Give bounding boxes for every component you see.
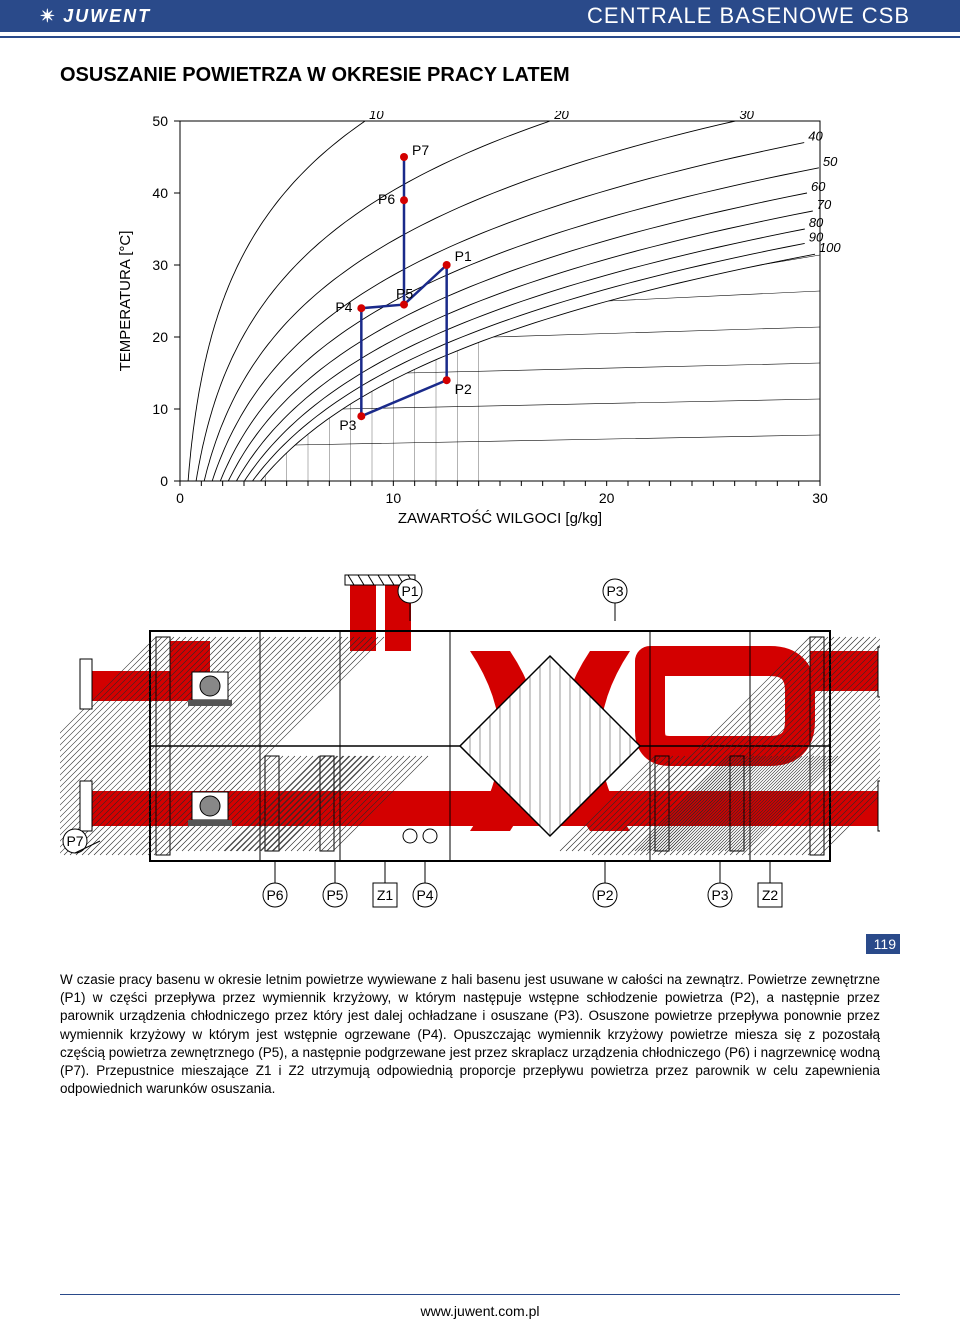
svg-text:P1: P1 [455, 248, 472, 264]
svg-text:30: 30 [152, 257, 168, 273]
svg-text:P2: P2 [455, 381, 472, 397]
svg-text:20: 20 [152, 329, 168, 345]
logo-swirl-icon: ✴ [40, 6, 57, 27]
svg-text:0: 0 [176, 490, 184, 506]
section-title: OSUSZANIE POWIETRZA W OKRESIE PRACY LATE… [60, 64, 900, 87]
svg-text:10: 10 [386, 490, 402, 506]
page-number-badge: 119 [866, 934, 900, 954]
svg-text:P7: P7 [66, 833, 83, 849]
svg-text:20: 20 [599, 490, 615, 506]
svg-text:40: 40 [152, 185, 168, 201]
svg-text:P4: P4 [335, 299, 352, 315]
svg-text:40: 40 [808, 129, 823, 144]
svg-text:100: 100 [819, 240, 841, 255]
svg-text:P2: P2 [596, 887, 613, 903]
svg-text:10: 10 [369, 111, 384, 122]
logo-text: JUWENT [63, 6, 151, 27]
svg-text:ZAWARTOŚĆ WILGOCI [g/kg]: ZAWARTOŚĆ WILGOCI [g/kg] [398, 509, 602, 527]
svg-text:50: 50 [823, 154, 838, 169]
svg-text:50: 50 [152, 113, 168, 129]
svg-text:Z2: Z2 [762, 887, 779, 903]
psychrometric-chart: 010203040500102030TEMPERATURA [°C]ZAWART… [100, 111, 880, 531]
svg-text:P7: P7 [412, 142, 429, 158]
svg-text:P3: P3 [339, 417, 356, 433]
footer-url: www.juwent.com.pl [0, 1303, 960, 1319]
ahu-schematic: P1 P3 P7 P6 P5 Z1 P4 P2 P3 Z2 [60, 561, 880, 941]
svg-text:P4: P4 [416, 887, 433, 903]
svg-text:70: 70 [817, 197, 832, 212]
header-bar: ✴ JUWENT CENTRALE BASENOWE CSB [0, 0, 960, 32]
svg-text:30: 30 [812, 490, 828, 506]
svg-text:P6: P6 [266, 887, 283, 903]
header-rule [0, 36, 960, 38]
logo: ✴ JUWENT [40, 6, 151, 27]
header-title: CENTRALE BASENOWE CSB [587, 3, 910, 29]
svg-text:P5: P5 [396, 286, 413, 302]
svg-text:Z1: Z1 [377, 887, 394, 903]
svg-text:60: 60 [811, 179, 826, 194]
svg-text:0: 0 [160, 473, 168, 489]
svg-text:P5: P5 [326, 887, 343, 903]
footer-rule [60, 1294, 900, 1295]
svg-text:P3: P3 [606, 583, 623, 599]
svg-text:20: 20 [553, 111, 569, 122]
svg-text:P3: P3 [711, 887, 728, 903]
svg-text:30: 30 [739, 111, 754, 122]
body-paragraph: W czasie pracy basenu w okresie letnim p… [60, 971, 880, 1099]
svg-text:TEMPERATURA [°C]: TEMPERATURA [°C] [117, 231, 134, 372]
svg-text:P1: P1 [401, 583, 418, 599]
svg-text:P6: P6 [378, 191, 395, 207]
svg-text:80: 80 [809, 215, 824, 230]
svg-text:10: 10 [152, 401, 168, 417]
